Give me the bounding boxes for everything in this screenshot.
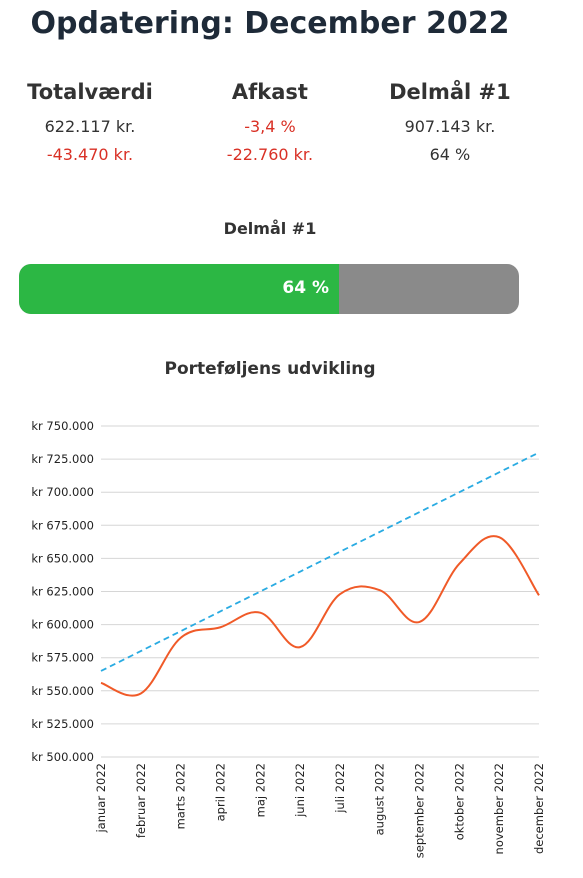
x-tick-label: april 2022 [213, 763, 227, 821]
stat-change: -22.760 kr. [226, 145, 314, 164]
x-tick-label: august 2022 [373, 763, 387, 835]
series-line-target [100, 451, 540, 672]
y-tick-label: kr 725.000 [31, 452, 94, 466]
x-tick-label: december 2022 [532, 763, 546, 854]
stat-header: Afkast [231, 80, 308, 104]
x-tick-label: februar 2022 [134, 763, 148, 838]
y-tick-label: kr 500.000 [31, 750, 94, 764]
x-tick-label: september 2022 [413, 763, 427, 858]
stat-percent: 64 % [429, 145, 471, 164]
stat-header: Delmål #1 [389, 80, 511, 104]
y-tick-label: kr 675.000 [31, 518, 94, 532]
stat-return: Afkast -3,4 % -22.760 kr. [180, 80, 360, 166]
x-tick-label: juni 2022 [293, 763, 307, 818]
y-tick-label: kr 650.000 [31, 551, 94, 565]
stat-value: 622.117 kr. [44, 117, 136, 136]
x-tick-label: oktober 2022 [452, 763, 466, 840]
stat-total-value: Totalværdi 622.117 kr. -43.470 kr. [0, 80, 180, 166]
y-tick-label: kr 525.000 [31, 717, 94, 731]
chart-title: Porteføljens udvikling [164, 359, 376, 379]
x-tick-label: marts 2022 [174, 763, 188, 829]
y-tick-label: kr 550.000 [31, 684, 94, 698]
x-tick-label: november 2022 [492, 763, 506, 854]
y-tick-label: kr 700.000 [31, 485, 94, 499]
goal-progress-fill: 64 % [19, 264, 339, 314]
goal-progress-bar: 64 % [19, 264, 519, 314]
x-tick-label: juli 2022 [333, 763, 347, 814]
stat-goal: Delmål #1 907.143 kr. 64 % [360, 80, 540, 166]
stats-panel: Totalværdi 622.117 kr. -43.470 kr. Afkas… [0, 80, 540, 166]
y-tick-label: kr 625.000 [31, 585, 94, 599]
y-tick-label: kr 750.000 [31, 419, 94, 433]
y-tick-label: kr 600.000 [31, 618, 94, 632]
goal-progress-label: 64 % [282, 278, 329, 298]
page-title: Opdatering: December 2022 [30, 6, 510, 41]
x-tick-label: januar 2022 [94, 763, 108, 834]
stat-value: 907.143 kr. [404, 117, 496, 136]
stat-header: Totalværdi [27, 80, 153, 104]
series-line-portfolio [100, 535, 540, 697]
stat-change: -43.470 kr. [46, 145, 134, 164]
goal-title: Delmål #1 [223, 219, 317, 238]
x-tick-label: maj 2022 [253, 763, 267, 817]
stat-value: -3,4 % [244, 117, 296, 136]
y-tick-label: kr 575.000 [31, 651, 94, 665]
